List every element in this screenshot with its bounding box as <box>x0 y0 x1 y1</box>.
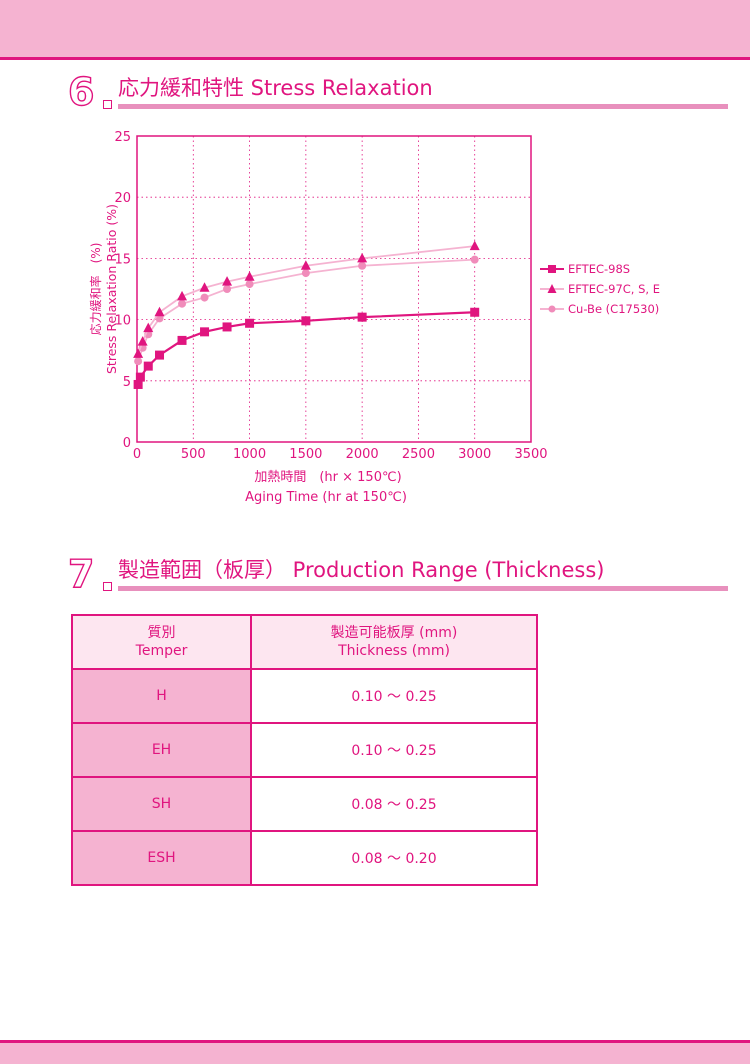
section-6-title: 応力緩和特性 Stress Relaxation <box>118 76 433 100</box>
temper-header-jp: 質別 <box>147 625 176 641</box>
temper-cell: H <box>71 668 252 724</box>
thickness-cell: 0.08 ～ 0.20 <box>250 830 538 886</box>
legend-label: Cu-Be (C17530) <box>568 302 659 316</box>
thickness-header-en: Thickness (mm) <box>338 643 450 659</box>
data-point-circle <box>301 269 310 278</box>
legend-label: EFTEC-98S <box>568 262 630 276</box>
legend-label: EFTEC-97C, S, E <box>568 282 660 296</box>
thickness-header-jp: 製造可能板厚 (mm) <box>330 625 458 641</box>
data-point-triangle <box>469 240 480 251</box>
table-row: ESH 0.08 ～ 0.20 <box>71 830 538 886</box>
data-point-circle <box>245 280 254 289</box>
y-tick-label: 20 <box>114 191 131 206</box>
temper-cell: ESH <box>71 830 252 886</box>
x-tick-label: 1500 <box>289 447 322 462</box>
data-point-square <box>222 322 232 332</box>
chart-series <box>133 240 480 389</box>
y-tick-label: 25 <box>114 130 131 145</box>
data-point-square <box>200 327 210 337</box>
data-point-triangle <box>357 252 368 263</box>
x-tick-label: 3500 <box>514 447 547 462</box>
section-7-rule <box>118 586 728 591</box>
y-axis-label-jp: 応力緩和率 (%) <box>88 243 103 336</box>
data-point-triangle <box>133 348 144 358</box>
y-tick-labels: 0 5 10 15 20 25 <box>114 130 131 451</box>
data-point-square <box>155 350 165 360</box>
y-tick-label: 0 <box>123 436 131 451</box>
data-point-triangle <box>222 276 233 286</box>
thickness-header: 製造可能板厚 (mm) Thickness (mm) <box>250 614 538 670</box>
production-range-table: 質別 Temper 製造可能板厚 (mm) Thickness (mm) H 0… <box>71 614 538 886</box>
data-point-triangle <box>154 306 165 317</box>
y-tick-label: 10 <box>114 314 131 329</box>
legend-marker-circle <box>548 305 556 313</box>
temper-cell: SH <box>71 776 252 832</box>
data-point-circle <box>178 299 187 308</box>
temper-header: 質別 Temper <box>71 614 252 670</box>
section-6-rule <box>118 104 728 109</box>
data-point-square <box>470 307 480 317</box>
data-point-triangle <box>199 282 210 292</box>
data-point-circle <box>223 285 232 293</box>
data-point-square <box>245 318 255 328</box>
table-row: EH 0.10 ～ 0.25 <box>71 722 538 778</box>
data-point-triangle <box>177 290 188 301</box>
data-point-triangle <box>143 322 154 333</box>
table-row: H 0.10 ～ 0.25 <box>71 668 538 724</box>
x-tick-label: 3000 <box>458 447 491 462</box>
header-band <box>0 0 750 60</box>
legend-marker-square <box>548 265 556 273</box>
x-tick-label: 2500 <box>402 447 435 462</box>
x-tick-labels: 0 500 1000 1500 2000 2500 3000 3500 <box>133 447 548 462</box>
x-tick-label: 2000 <box>346 447 379 462</box>
section-7-title: 製造範囲（板厚） Production Range (Thickness) <box>118 558 605 582</box>
y-tick-label: 5 <box>123 375 131 390</box>
section-6-number: 6 <box>67 70 95 114</box>
table-header-row: 質別 Temper 製造可能板厚 (mm) Thickness (mm) <box>71 614 538 670</box>
x-axis-label-jp: 加熱時間 (hr × 150℃) <box>254 470 401 485</box>
y-tick-label: 15 <box>114 252 131 267</box>
x-tick-label: 1000 <box>233 447 266 462</box>
data-point-square <box>135 372 145 382</box>
data-point-square <box>357 312 367 322</box>
x-tick-label: 500 <box>181 447 206 462</box>
section-6-marker <box>103 100 112 109</box>
x-axis-label: Aging Time (hr at 150℃) <box>245 490 407 505</box>
chart-legend: EFTEC-98S EFTEC-97C, S, E Cu-Be (C17530) <box>540 262 660 316</box>
table-row: SH 0.08 ～ 0.25 <box>71 776 538 832</box>
data-point-triangle <box>137 336 148 346</box>
temper-cell: EH <box>71 722 252 778</box>
data-point-circle <box>470 255 479 264</box>
data-point-square <box>177 335 187 345</box>
x-tick-label: 0 <box>133 447 141 462</box>
data-point-triangle <box>244 271 255 281</box>
temper-header-en: Temper <box>135 643 188 659</box>
legend-marker-triangle <box>547 284 557 293</box>
thickness-cell: 0.08 ～ 0.25 <box>250 776 538 832</box>
footer-band <box>0 1040 750 1064</box>
data-point-circle <box>358 261 367 270</box>
data-point-square <box>133 379 143 389</box>
data-point-triangle <box>300 260 311 270</box>
data-point-square <box>301 316 311 326</box>
chart-grid <box>137 136 531 442</box>
thickness-cell: 0.10 ～ 0.25 <box>250 668 538 724</box>
data-point-circle <box>134 357 143 366</box>
data-point-square <box>143 361 153 371</box>
y-axis-label: Stress Relaxation Ratio (%) <box>104 204 119 374</box>
section-7-number: 7 <box>67 552 95 596</box>
section-7-marker <box>103 582 112 591</box>
plot-frame <box>136 135 532 443</box>
data-point-circle <box>200 293 209 302</box>
thickness-cell: 0.10 ～ 0.25 <box>250 722 538 778</box>
